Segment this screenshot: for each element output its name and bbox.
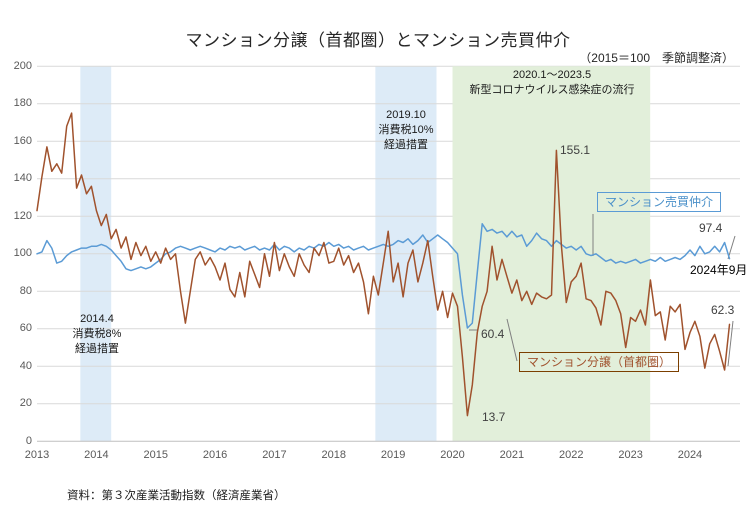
y-tick-label: 20 <box>19 397 32 410</box>
label-sales-dip: 13.7 <box>482 410 506 424</box>
y-tick-label: 200 <box>13 59 32 72</box>
series-line-sales <box>36 112 731 417</box>
legend-sales: マンション分譲（首都圏） <box>519 352 680 372</box>
annotation-covid: 2020.1～2023.5 新型コロナウイルス感染症の流行 <box>469 69 635 96</box>
x-tick-label: 2018 <box>321 449 347 461</box>
x-tick-label: 2014 <box>84 449 109 461</box>
legend-brokerage: マンション売買仲介 <box>597 192 722 212</box>
highlight-band <box>452 66 651 442</box>
chart-title: マンション分譲（首都圏）とマンション売買仲介 <box>185 31 571 50</box>
x-tick-label: 2016 <box>202 449 228 461</box>
y-tick-label: 0 <box>25 434 32 447</box>
y-tick-label: 40 <box>19 359 32 372</box>
y-tick-label: 120 <box>13 209 32 222</box>
x-tick-label: 2024 <box>677 449 703 461</box>
chart-subtitle: （2015＝100 季節調整済） <box>579 51 734 65</box>
x-tick-label: 2022 <box>558 449 584 461</box>
y-tick-label: 180 <box>13 97 32 110</box>
y-tick-label: 160 <box>13 134 32 147</box>
y-tick-label: 60 <box>19 322 32 335</box>
y-tick-label: 100 <box>13 247 32 260</box>
x-tick-label: 2017 <box>262 449 287 461</box>
label-brokerage-dip: 60.4 <box>481 327 505 341</box>
x-tick-label: 2021 <box>499 449 525 461</box>
y-tick-label: 80 <box>19 284 32 297</box>
x-tick-label: 2019 <box>380 449 406 461</box>
leader-line <box>506 318 518 362</box>
source-note: 資料：第３次産業活動指数（経済産業省） <box>67 490 286 502</box>
label-sales-end: 62.3 <box>711 303 735 317</box>
annotation-tax10: 2019.10 消費税10% 経過措置 <box>378 109 434 151</box>
x-tick-label: 2013 <box>24 449 50 461</box>
label-sales-peak: 155.1 <box>560 143 591 157</box>
annotation-tax8: 2014.4 消費税8% 経過措置 <box>72 313 122 355</box>
label-end-date: 2024年9月 <box>690 263 748 277</box>
leader-line <box>727 320 734 367</box>
series-line-brokerage <box>36 223 731 329</box>
label-brokerage-end: 97.4 <box>699 221 723 235</box>
y-tick-label: 140 <box>13 172 32 185</box>
x-tick-label: 2023 <box>618 449 643 461</box>
x-tick-label: 2015 <box>143 449 168 461</box>
x-tick-label: 2020 <box>440 449 465 461</box>
